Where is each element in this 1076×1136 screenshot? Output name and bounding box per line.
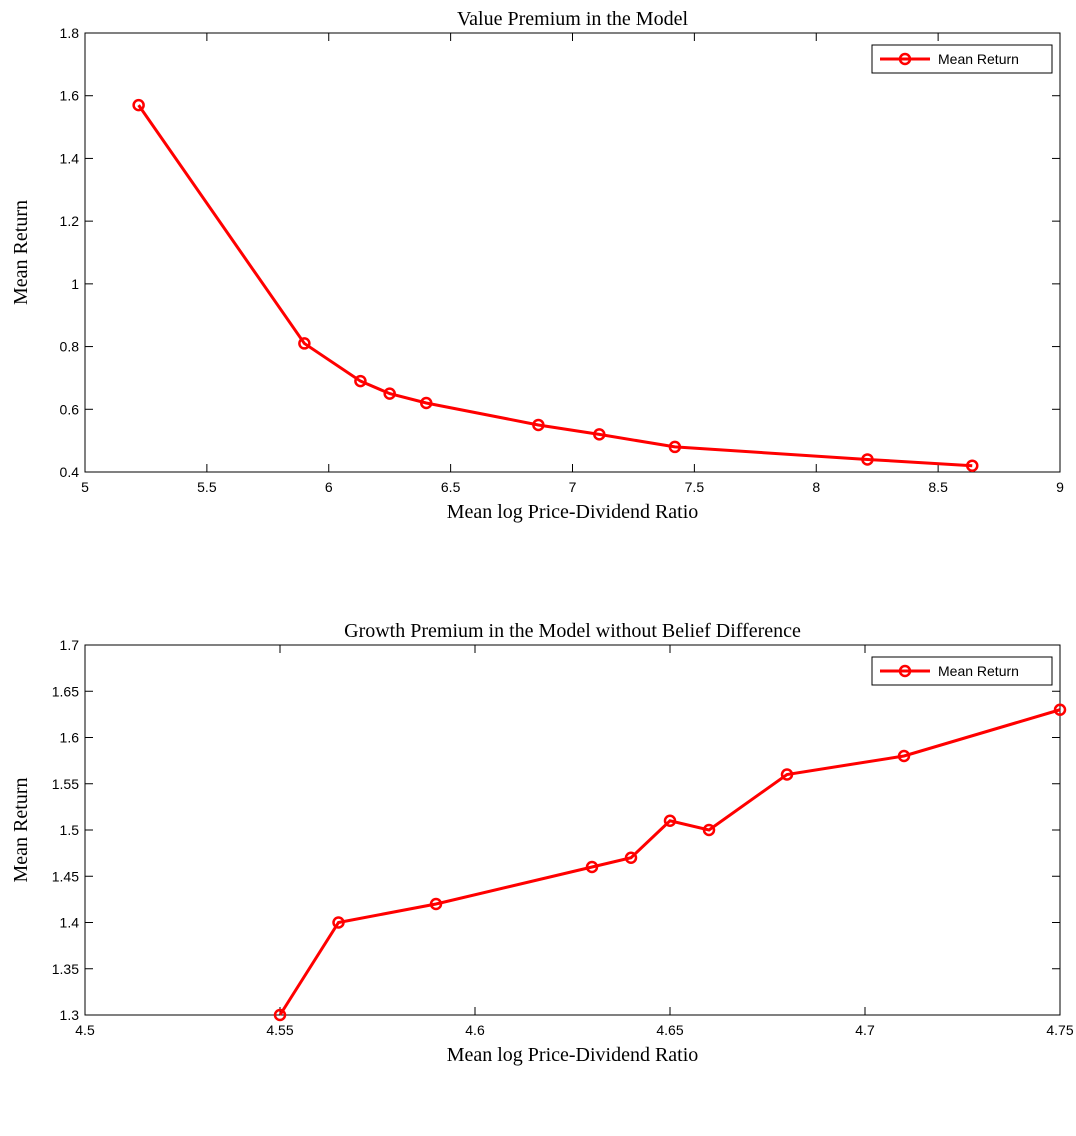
y-tick-label: 1.6 xyxy=(60,88,80,104)
data-point xyxy=(668,440,682,454)
legend-label: Mean Return xyxy=(938,51,1019,67)
x-tick-label: 9 xyxy=(1056,479,1064,495)
x-tick-label: 7.5 xyxy=(685,479,705,495)
y-tick-label: 1.3 xyxy=(60,1007,80,1023)
x-tick-label: 8.5 xyxy=(928,479,948,495)
data-point xyxy=(383,387,396,400)
legend-box xyxy=(871,656,1053,686)
x-tick-label: 5 xyxy=(81,479,89,495)
y-tick-label: 1.65 xyxy=(52,683,79,699)
data-point xyxy=(298,337,311,350)
plot-area xyxy=(84,32,1061,473)
y-tick-label: 0.8 xyxy=(60,339,80,355)
legend-box xyxy=(871,44,1053,74)
y-tick-label: 1.5 xyxy=(60,822,80,838)
y-tick-label: 1.7 xyxy=(60,637,80,653)
data-point xyxy=(624,851,638,864)
y-tick-label: 1.4 xyxy=(60,915,80,931)
x-tick-label: 4.65 xyxy=(656,1022,683,1038)
y-axis-label: Mean Return xyxy=(10,778,32,883)
data-point xyxy=(273,1008,287,1022)
data-point xyxy=(332,916,345,929)
data-point xyxy=(897,749,911,763)
x-tick-label: 7 xyxy=(569,479,577,495)
x-tick-label: 4.55 xyxy=(266,1022,293,1038)
data-point xyxy=(702,823,716,837)
data-point xyxy=(593,428,606,441)
y-tick-label: 0.4 xyxy=(60,464,80,480)
y-tick-label: 1.8 xyxy=(60,25,80,41)
legend-marker xyxy=(898,52,912,66)
y-tick-label: 1.6 xyxy=(60,730,80,746)
x-tick-label: 4.75 xyxy=(1046,1022,1073,1038)
data-line xyxy=(278,708,1061,1016)
data-line xyxy=(137,104,973,468)
plot-area xyxy=(84,644,1061,1016)
x-tick-label: 6 xyxy=(325,479,333,495)
data-point xyxy=(585,860,599,874)
data-point xyxy=(532,418,545,432)
x-tick-label: 4.7 xyxy=(855,1022,875,1038)
data-point xyxy=(861,453,874,466)
legend-label: Mean Return xyxy=(938,663,1019,679)
x-tick-label: 6.5 xyxy=(441,479,461,495)
data-point xyxy=(1053,703,1067,716)
y-tick-label: 1.45 xyxy=(52,868,79,884)
data-point xyxy=(429,897,443,911)
y-tick-label: 1.2 xyxy=(60,213,80,229)
chart-title: Value Premium in the Model xyxy=(457,8,689,30)
y-tick-label: 1.55 xyxy=(52,776,79,792)
legend-marker xyxy=(898,664,912,678)
y-axis-label: Mean Return xyxy=(10,200,32,305)
y-tick-label: 1.35 xyxy=(52,961,79,977)
x-tick-label: 4.6 xyxy=(465,1022,485,1038)
x-tick-label: 8 xyxy=(812,479,820,495)
data-point xyxy=(780,768,794,781)
chart-title: Growth Premium in the Model without Beli… xyxy=(344,620,801,642)
x-axis-label: Mean log Price-Dividend Ratio xyxy=(447,501,699,523)
y-tick-label: 0.6 xyxy=(60,401,80,417)
data-point xyxy=(663,814,677,827)
data-point xyxy=(420,396,433,410)
data-point xyxy=(132,98,145,112)
y-tick-label: 1 xyxy=(71,276,79,292)
data-point xyxy=(354,374,367,388)
data-point xyxy=(966,459,979,472)
x-axis-label: Mean log Price-Dividend Ratio xyxy=(447,1044,699,1066)
x-tick-label: 4.5 xyxy=(75,1022,95,1038)
y-tick-label: 1.4 xyxy=(60,150,80,166)
x-tick-label: 5.5 xyxy=(197,479,217,495)
